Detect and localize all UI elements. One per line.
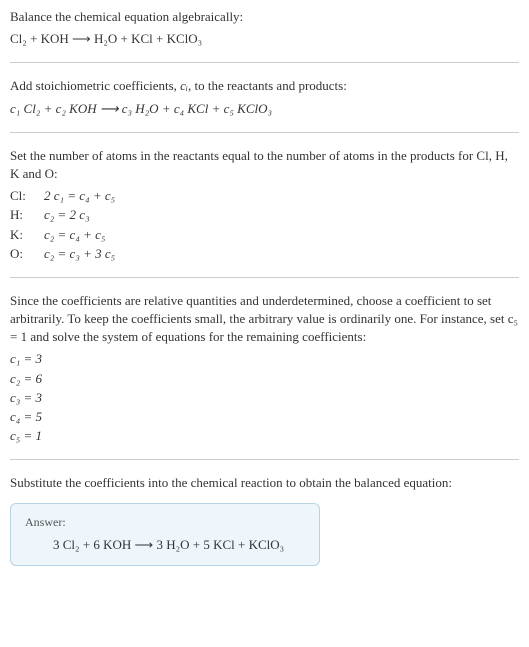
stoich-intro-a: Add stoichiometric coefficients,: [10, 78, 180, 93]
section-answer: Substitute the coefficients into the che…: [10, 474, 519, 565]
constraint-eq: c₂ = 2 c₃: [44, 206, 90, 224]
balanced-equation: 3 Cl₂ + 6 KOH ⟶ 3 H₂O + 5 KCl + KClO₃: [25, 536, 305, 554]
coeff-line: c₃ = 3: [10, 389, 519, 407]
stoich-intro: Add stoichiometric coefficients, cᵢ, to …: [10, 77, 519, 95]
constraint-label: K:: [10, 226, 34, 244]
answer-box: Answer: 3 Cl₂ + 6 KOH ⟶ 3 H₂O + 5 KCl + …: [10, 503, 320, 566]
divider-3: [10, 277, 519, 278]
coeff-line: c₄ = 5: [10, 408, 519, 426]
constraint-eq: c₂ = c₄ + c₅: [44, 226, 105, 244]
section-stoichiometric: Add stoichiometric coefficients, cᵢ, to …: [10, 77, 519, 117]
divider-4: [10, 459, 519, 460]
divider-1: [10, 62, 519, 63]
stoich-intro-b: , to the reactants and products:: [188, 78, 347, 93]
coeff-line: c₅ = 1: [10, 427, 519, 445]
section-solve: Since the coefficients are relative quan…: [10, 292, 519, 446]
unbalanced-equation: Cl₂ + KOH ⟶ H₂O + KCl + KClO₃: [10, 30, 519, 48]
balance-intro-text: Balance the chemical equation algebraica…: [10, 8, 519, 26]
divider-2: [10, 132, 519, 133]
constraint-row: K: c₂ = c₄ + c₅: [10, 226, 519, 244]
constraint-row: O: c₂ = c₃ + 3 c₅: [10, 245, 519, 263]
constraint-row: Cl: 2 c₁ = c₄ + c₅: [10, 187, 519, 205]
section-constraints: Set the number of atoms in the reactants…: [10, 147, 519, 263]
stoich-equation: c₁ Cl₂ + c₂ KOH ⟶ c₃ H₂O + c₄ KCl + c₅ K…: [10, 100, 519, 118]
constraint-eq: 2 c₁ = c₄ + c₅: [44, 187, 115, 205]
stoich-var: cᵢ: [180, 78, 188, 93]
section-balance-intro: Balance the chemical equation algebraica…: [10, 8, 519, 48]
solve-intro: Since the coefficients are relative quan…: [10, 292, 519, 347]
answer-intro: Substitute the coefficients into the che…: [10, 474, 519, 492]
constraints-intro: Set the number of atoms in the reactants…: [10, 147, 519, 183]
constraint-label: H:: [10, 206, 34, 224]
constraint-label: O:: [10, 245, 34, 263]
coeff-line: c₂ = 6: [10, 370, 519, 388]
constraint-row: H: c₂ = 2 c₃: [10, 206, 519, 224]
constraint-table: Cl: 2 c₁ = c₄ + c₅ H: c₂ = 2 c₃ K: c₂ = …: [10, 187, 519, 263]
answer-label: Answer:: [25, 514, 305, 531]
coeff-line: c₁ = 3: [10, 350, 519, 368]
constraint-label: Cl:: [10, 187, 34, 205]
constraint-eq: c₂ = c₃ + 3 c₅: [44, 245, 115, 263]
coefficient-list: c₁ = 3 c₂ = 6 c₃ = 3 c₄ = 5 c₅ = 1: [10, 350, 519, 445]
